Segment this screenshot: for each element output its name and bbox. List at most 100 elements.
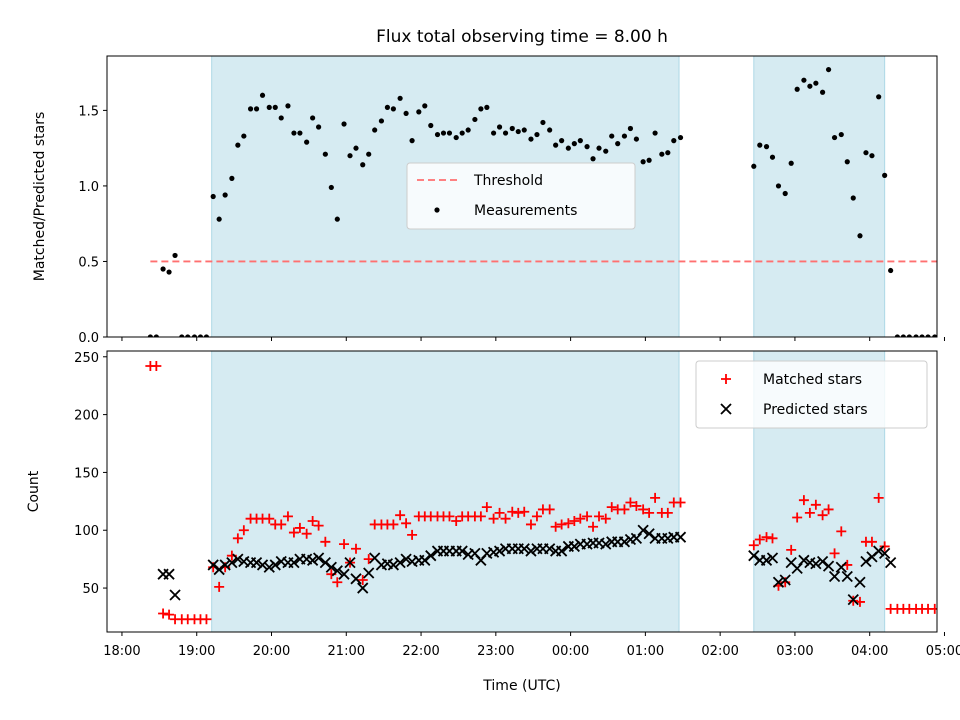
data-point <box>502 130 509 136</box>
data-point <box>553 142 559 148</box>
data-point <box>829 548 840 559</box>
data-point <box>637 524 649 536</box>
data-point <box>596 145 602 151</box>
data-point <box>390 106 396 112</box>
data-point <box>519 506 530 517</box>
data-point <box>307 515 318 526</box>
data-point <box>353 145 359 151</box>
y-tick-label: 0.5 <box>78 255 99 270</box>
data-point <box>766 552 779 564</box>
data-point <box>633 136 640 142</box>
data-point <box>571 141 577 147</box>
data-point <box>775 183 782 189</box>
x-tick-label: 00:00 <box>552 644 589 659</box>
data-point <box>786 544 797 555</box>
data-point <box>879 547 891 560</box>
x-tick-label: 20:00 <box>253 644 290 659</box>
y-tick-label: 50 <box>82 582 99 597</box>
data-point <box>169 589 181 601</box>
y-tick-label: 250 <box>74 351 99 366</box>
data-point <box>301 528 312 539</box>
data-point <box>197 334 204 337</box>
data-point <box>440 130 447 136</box>
data-point <box>164 609 175 620</box>
data-point <box>854 576 866 588</box>
data-point <box>481 502 492 513</box>
data-point <box>627 125 634 132</box>
data-point <box>550 521 561 532</box>
plot-area <box>147 66 937 337</box>
data-point <box>869 153 875 159</box>
data-point <box>339 539 350 550</box>
data-point <box>400 553 412 565</box>
data-point <box>395 510 406 521</box>
data-point <box>201 614 212 625</box>
data-point <box>792 512 803 523</box>
data-point <box>276 519 287 530</box>
data-point <box>615 141 621 147</box>
x-axis-label: Time (UTC) <box>482 678 560 694</box>
data-point <box>294 522 305 533</box>
data-point <box>185 334 191 337</box>
data-point <box>525 545 537 557</box>
data-point <box>513 507 524 518</box>
data-point <box>363 567 375 579</box>
data-point <box>363 554 374 565</box>
data-point <box>757 142 763 148</box>
data-point <box>932 334 937 337</box>
data-point <box>151 361 162 372</box>
data-point <box>665 150 671 156</box>
data-point <box>819 89 826 95</box>
data-point <box>351 543 361 554</box>
data-point <box>650 492 661 503</box>
data-point <box>235 142 241 148</box>
data-point <box>900 334 906 337</box>
data-point <box>823 504 834 515</box>
data-point <box>419 554 431 566</box>
data-point <box>319 556 331 569</box>
data-point <box>312 552 325 564</box>
data-point <box>250 556 263 569</box>
data-point <box>569 515 580 526</box>
data-point <box>646 157 652 163</box>
data-point <box>838 131 844 138</box>
data-point <box>640 159 646 165</box>
data-point <box>179 334 185 337</box>
legend-label: Measurements <box>474 203 577 219</box>
data-point <box>331 565 343 577</box>
data-point <box>835 561 847 573</box>
data-point <box>387 559 400 571</box>
data-point <box>618 536 631 548</box>
data-point <box>500 513 511 524</box>
data-point <box>817 510 828 521</box>
data-point <box>232 553 244 565</box>
data-point <box>779 574 791 586</box>
y-tick-label: 200 <box>74 409 99 424</box>
data-point <box>594 511 605 522</box>
data-point <box>810 558 822 570</box>
data-point <box>588 521 599 532</box>
legend-box <box>695 360 928 429</box>
data-point <box>509 125 515 132</box>
data-point <box>801 77 807 83</box>
data-point <box>229 175 235 181</box>
data-point <box>304 139 310 145</box>
y-axis-label: Matched/Predicted stars <box>32 112 48 282</box>
data-point <box>459 130 465 136</box>
data-point <box>219 559 231 571</box>
data-point <box>338 568 350 580</box>
data-point <box>238 525 249 536</box>
y-tick-label: 1.5 <box>78 104 99 119</box>
axes-frame <box>106 55 938 338</box>
x-tick-label: 04:00 <box>851 644 888 659</box>
data-point <box>807 83 813 89</box>
data-point <box>582 511 593 522</box>
count-panel: 50 100 150 200 250 Count Matched stars Predicte… <box>26 350 945 636</box>
data-point <box>876 94 882 100</box>
data-point <box>794 86 800 92</box>
data-point <box>210 193 216 200</box>
data-point <box>291 130 297 136</box>
data-point <box>860 555 872 568</box>
data-point <box>372 127 378 133</box>
data-point <box>531 511 542 522</box>
